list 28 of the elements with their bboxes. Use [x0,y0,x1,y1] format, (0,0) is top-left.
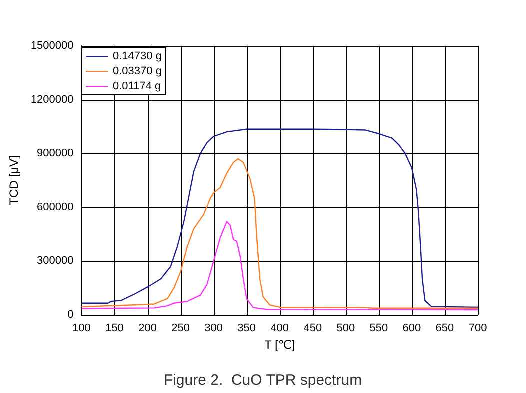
x-tick-label: 150 [106,322,124,334]
x-axis-title: T [℃] [264,338,296,352]
y-tick-label: 900000 [37,148,74,160]
x-tick-label: 450 [304,322,322,334]
x-tick-label: 500 [336,322,356,334]
legend-label: 0.01174 g [113,80,162,92]
line-series [81,128,479,308]
x-tick-label: 650 [436,322,454,334]
legend-label: 0.14730 g [113,50,162,62]
y-tick-label: 300000 [37,255,74,268]
text: Figure 2. CuO TPR spectrum [164,372,362,389]
x-tick-label: 300 [204,322,223,334]
x-tick-label: 400 [270,322,290,334]
x-tick-label: 350 [238,322,256,334]
y-tick-label: 0 [68,309,74,321]
x-tick-label: 550 [370,322,388,334]
legend-label: 0.03370 g [113,66,162,78]
y-axis-title: TCD [μV] [7,156,21,206]
x-tick-label: 250 [172,322,190,334]
y-tick-label: 1200000 [30,94,74,106]
line-series [81,158,479,309]
x-tick-label: 100 [72,322,91,334]
y-tick-label: 1500000 [30,40,74,52]
x-tick-label: 600 [402,322,422,334]
x-tick-label: 700 [468,322,488,334]
x-tick-label: 200 [138,322,157,334]
y-tick-label: 600000 [37,201,74,214]
line-series [81,221,479,311]
